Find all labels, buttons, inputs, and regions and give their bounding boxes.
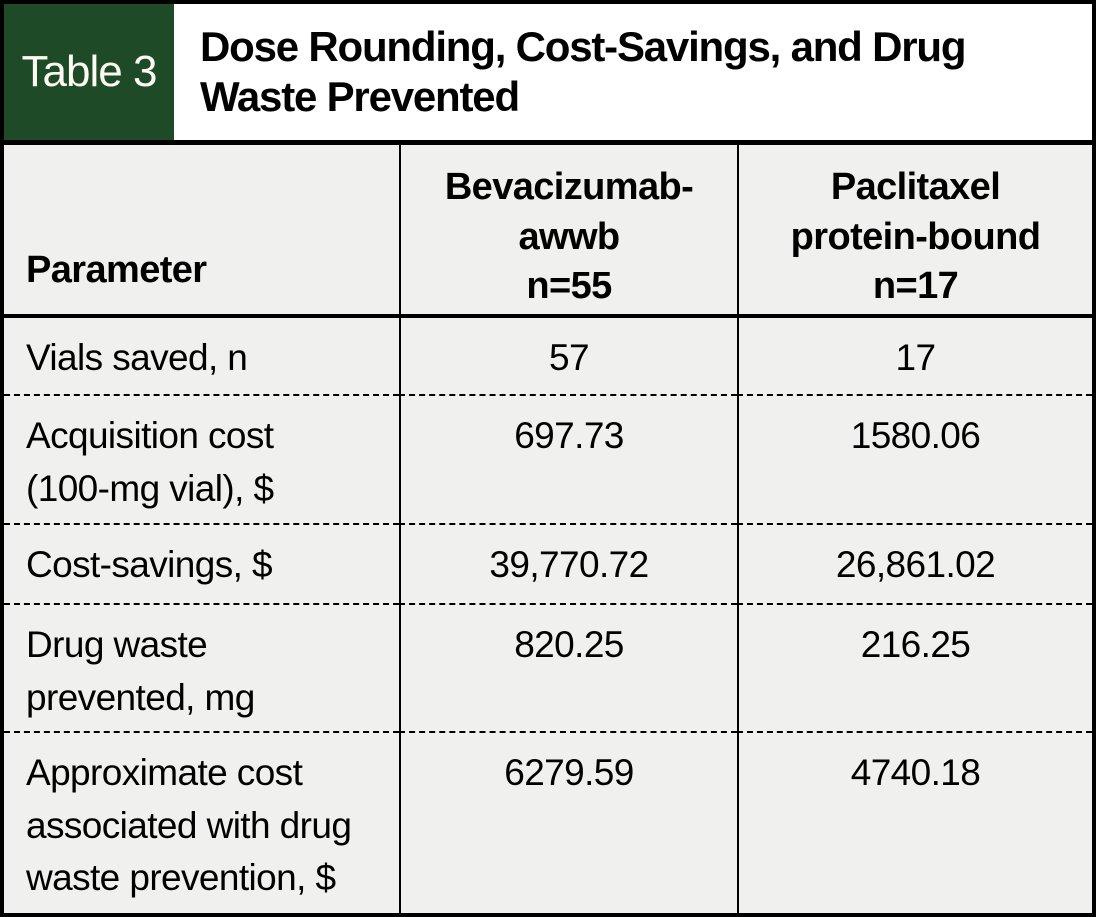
row-drug-waste-prevented-paclitaxel-value: 216.25 xyxy=(737,603,1092,731)
row-vials-saved-bevacizumab-value: 57 xyxy=(399,318,737,394)
data-table: Parameter Bevacizumab- awwb n=55 Paclita… xyxy=(4,145,1092,913)
table-header-band: Table 3 Dose Rounding, Cost-Savings, and… xyxy=(4,4,1092,145)
row-vials-saved-paclitaxel-value: 17 xyxy=(737,318,1092,394)
row-approximate-cost-paclitaxel-value: 4740.18 xyxy=(737,731,1092,913)
row-cost-savings-bevacizumab-value: 39,770.72 xyxy=(399,523,737,603)
row-acquisition-cost-label: Acquisition cost (100-mg vial), $ xyxy=(4,394,399,523)
row-acquisition-cost-paclitaxel-value: 1580.06 xyxy=(737,394,1092,523)
column-header-bevacizumab: Bevacizumab- awwb n=55 xyxy=(399,145,737,318)
row-approximate-cost-label: Approximate cost associated with drug wa… xyxy=(4,731,399,913)
row-drug-waste-prevented-bevacizumab-value: 820.25 xyxy=(399,603,737,731)
row-cost-savings-label: Cost-savings, $ xyxy=(4,523,399,603)
row-acquisition-cost-bevacizumab-value: 697.73 xyxy=(399,394,737,523)
row-cost-savings-paclitaxel-value: 26,861.02 xyxy=(737,523,1092,603)
table-number-badge: Table 3 xyxy=(4,4,174,140)
row-vials-saved-label: Vials saved, n xyxy=(4,318,399,394)
table-title: Dose Rounding, Cost-Savings, and Drug Wa… xyxy=(200,22,966,120)
row-approximate-cost-bevacizumab-value: 6279.59 xyxy=(399,731,737,913)
row-drug-waste-prevented-label: Drug waste prevented, mg xyxy=(4,603,399,731)
column-header-parameter: Parameter xyxy=(4,145,399,318)
column-header-paclitaxel: Paclitaxel protein-bound n=17 xyxy=(737,145,1092,318)
